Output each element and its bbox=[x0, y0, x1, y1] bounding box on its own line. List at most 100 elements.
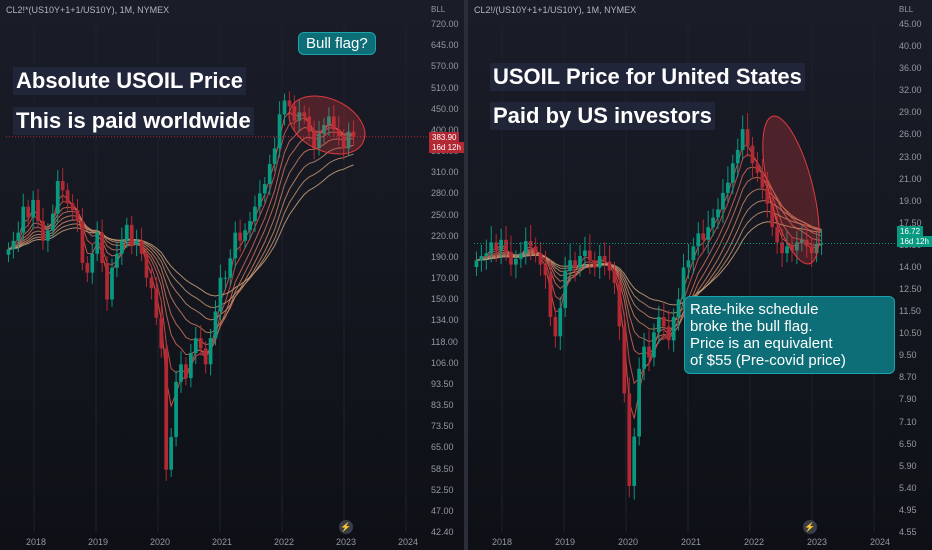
left-candle bbox=[174, 381, 178, 438]
left-candle bbox=[164, 348, 169, 470]
left-candle bbox=[238, 232, 243, 241]
right-x-tick: 2018 bbox=[492, 537, 513, 547]
right-candle bbox=[819, 243, 824, 245]
right-candle bbox=[474, 260, 479, 268]
right-candle bbox=[583, 250, 587, 257]
right-candle bbox=[504, 239, 508, 252]
right-x-tick: 2023 bbox=[807, 537, 828, 547]
left-candle bbox=[188, 353, 193, 379]
right-candle bbox=[637, 368, 642, 437]
right-candle bbox=[775, 227, 780, 243]
lightning-icon[interactable]: ⚡ bbox=[803, 520, 817, 534]
left-candle bbox=[119, 240, 124, 254]
left-candle bbox=[267, 163, 272, 185]
right-symbol-label: CL2!/(US10Y+1+1/US10Y), 1M, NYMEX bbox=[474, 5, 637, 15]
right-x-tick: 2024 bbox=[870, 537, 891, 547]
left-chart-panel[interactable]: CL2!*(US10Y+1+1/US10Y), 1M, NYMEX BLL 72… bbox=[0, 0, 464, 550]
right-candle bbox=[597, 256, 602, 268]
right-candle bbox=[795, 242, 799, 251]
right-chart-panel[interactable]: CL2!/(US10Y+1+1/US10Y), 1M, NYMEX BLL 45… bbox=[468, 0, 932, 550]
right-candle bbox=[676, 299, 681, 318]
right-heading-line2: Paid by US investors bbox=[490, 102, 715, 130]
right-y-tick: 36.00 bbox=[899, 63, 922, 74]
left-candle bbox=[80, 221, 85, 263]
right-candle bbox=[745, 129, 750, 146]
left-highlight-ellipse bbox=[288, 95, 366, 155]
left-y-tick: 106.00 bbox=[431, 357, 459, 368]
right-y-tick: 23.00 bbox=[899, 151, 922, 162]
right-candle bbox=[627, 393, 632, 486]
left-ma-line bbox=[8, 164, 354, 297]
right-candle bbox=[523, 241, 528, 254]
left-candle bbox=[253, 206, 257, 222]
left-candle bbox=[297, 112, 302, 121]
right-candle bbox=[726, 182, 730, 193]
left-x-tick: 2022 bbox=[274, 537, 295, 547]
left-candle bbox=[16, 232, 21, 241]
left-y-tick: 645.00 bbox=[431, 40, 459, 51]
right-candle bbox=[656, 317, 661, 333]
right-candle bbox=[711, 217, 715, 228]
panel-divider[interactable] bbox=[464, 0, 468, 550]
left-ma-line bbox=[8, 144, 354, 321]
right-candle bbox=[479, 256, 484, 261]
right-candle bbox=[514, 258, 518, 265]
right-candle bbox=[652, 332, 656, 358]
lightning-icon[interactable]: ⚡ bbox=[339, 520, 353, 534]
right-candle bbox=[696, 233, 701, 247]
right-heading-line1: USOIL Price for United States bbox=[490, 63, 805, 91]
right-candle bbox=[647, 346, 651, 358]
left-candle bbox=[115, 253, 119, 268]
left-candle bbox=[262, 184, 267, 194]
left-y-tick: 220.00 bbox=[431, 230, 459, 241]
left-y-tick: 170.00 bbox=[431, 273, 459, 283]
right-candle bbox=[484, 253, 489, 257]
right-y-tick: 14.00 bbox=[899, 261, 922, 272]
right-y-tick: 7.10 bbox=[899, 416, 917, 427]
left-y-tick: 52.50 bbox=[431, 484, 454, 495]
left-candle bbox=[218, 277, 223, 312]
left-candle bbox=[184, 364, 188, 379]
left-candle bbox=[346, 131, 351, 149]
right-candle bbox=[750, 145, 755, 164]
left-candle bbox=[351, 131, 356, 137]
left-y-tick: 73.50 bbox=[431, 421, 454, 432]
right-candle bbox=[612, 270, 617, 283]
left-x-tick: 2019 bbox=[88, 537, 109, 547]
left-heading-line1: Absolute USOIL Price bbox=[13, 67, 246, 95]
right-y-tick: 26.00 bbox=[899, 129, 922, 140]
left-candle bbox=[95, 232, 100, 254]
right-y-tick: 21.00 bbox=[899, 173, 922, 184]
right-candle bbox=[578, 256, 582, 268]
left-candle bbox=[193, 338, 198, 354]
right-y-tick: 6.50 bbox=[899, 438, 917, 449]
left-candle bbox=[292, 106, 297, 121]
right-candle bbox=[632, 436, 637, 486]
left-candle bbox=[322, 125, 326, 134]
left-candle bbox=[55, 181, 60, 214]
left-x-tick: 2018 bbox=[26, 537, 47, 547]
right-candle bbox=[701, 233, 706, 240]
left-candle bbox=[6, 249, 11, 255]
right-y-tick: 17.50 bbox=[899, 217, 922, 228]
left-y-tick: 65.00 bbox=[431, 442, 454, 453]
left-y-tick: 190.00 bbox=[431, 251, 459, 262]
left-ma-line bbox=[8, 117, 354, 374]
right-ma-line bbox=[476, 200, 822, 322]
right-chart-canvas[interactable] bbox=[468, 0, 932, 550]
left-candle bbox=[90, 253, 95, 273]
left-y-tick: 570.00 bbox=[431, 61, 459, 72]
left-candle bbox=[203, 348, 208, 365]
left-x-tick: 2024 bbox=[398, 537, 419, 547]
right-unit-label: BLL bbox=[899, 5, 914, 14]
left-y-tick: 134.00 bbox=[431, 315, 459, 326]
left-y-tick: 400.00 bbox=[431, 124, 459, 135]
right-y-tick: 5.90 bbox=[899, 460, 917, 471]
left-candle bbox=[100, 232, 104, 263]
right-x-tick: 2022 bbox=[744, 537, 765, 547]
left-candle bbox=[46, 230, 50, 241]
left-chart-canvas[interactable] bbox=[0, 0, 464, 550]
left-candle bbox=[144, 253, 149, 278]
left-candle bbox=[124, 224, 129, 241]
right-candle bbox=[642, 346, 646, 369]
